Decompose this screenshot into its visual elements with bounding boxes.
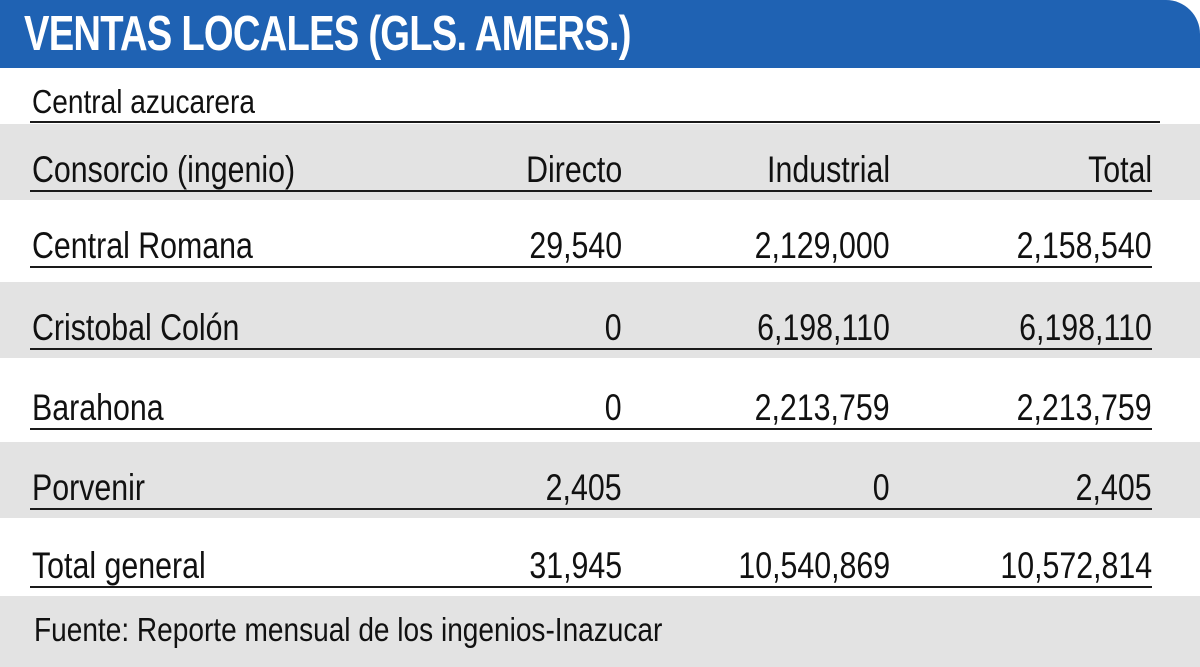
- row-rule: [30, 508, 1152, 510]
- cell-value: 2,129,000: [725, 224, 890, 268]
- cell-text: 0: [605, 307, 622, 348]
- cell-value: 29,540: [509, 224, 622, 268]
- table-row: Cristobal Colón 0 6,198,110 6,198,110: [0, 282, 1200, 358]
- cell-text: 2,213,759: [755, 387, 890, 428]
- table-row: Central Romana 29,540 2,129,000 2,158,540: [0, 200, 1200, 276]
- cell-value: 0: [601, 386, 622, 430]
- column-header: Directo: [505, 148, 622, 192]
- cell-text: Barahona: [32, 387, 164, 428]
- table-row: Total general 31,945 10,540,869 10,572,814: [0, 520, 1200, 596]
- cell-text: Consorcio (ingenio): [32, 149, 296, 190]
- row-label: Central Romana: [32, 224, 301, 268]
- table-title: VENTAS LOCALES (GLS. AMERS.): [24, 7, 631, 61]
- column-header: Consorcio (ingenio): [32, 148, 353, 192]
- cell-text: Total general: [32, 545, 206, 586]
- source-note: Fuente: Reporte mensual de los ingenios-…: [34, 611, 663, 648]
- cell-text: 2,158,540: [1017, 225, 1152, 266]
- row-rule: [30, 190, 1152, 192]
- row-label: Cristobal Colón: [32, 306, 285, 350]
- cell-text: 10,572,814: [1000, 545, 1152, 586]
- cell-value: 2,405: [529, 466, 622, 510]
- row-label: Total general: [32, 544, 244, 588]
- cell-text: 2,129,000: [755, 225, 890, 266]
- row-rule: [30, 428, 1152, 430]
- title-bar: VENTAS LOCALES (GLS. AMERS.): [0, 0, 1200, 68]
- column-header: Industrial: [740, 148, 890, 192]
- table-row: Barahona 0 2,213,759 2,213,759: [0, 362, 1200, 438]
- cell-text: 6,198,110: [757, 307, 890, 348]
- table-subtitle: Central azucarera: [32, 83, 255, 120]
- cell-text: 0: [873, 467, 890, 508]
- cell-value: 0: [601, 306, 622, 350]
- row-rule: [30, 348, 1152, 350]
- cell-value: 6,198,110: [728, 306, 890, 350]
- cell-value: 6,198,110: [990, 306, 1152, 350]
- cell-text: 29,540: [529, 225, 622, 266]
- footer: Fuente: Reporte mensual de los ingenios-…: [0, 596, 1200, 667]
- cell-text: 31,945: [529, 545, 622, 586]
- subtitle-rule: [30, 121, 1160, 123]
- column-header: Total: [1074, 148, 1152, 192]
- cell-text: Total: [1087, 149, 1152, 190]
- cell-text: Industrial: [766, 149, 890, 190]
- row-label: Porvenir: [32, 466, 170, 510]
- cell-text: Directo: [525, 149, 622, 190]
- cell-text: 6,198,110: [1019, 307, 1152, 348]
- cell-value: 2,158,540: [987, 224, 1152, 268]
- title-background: [0, 0, 1200, 68]
- cell-text: 2,405: [546, 467, 622, 508]
- cell-value: 10,572,814: [967, 544, 1152, 588]
- cell-text: Cristobal Colón: [32, 307, 240, 348]
- cell-text: Porvenir: [32, 467, 145, 508]
- table-row: Porvenir 2,405 0 2,405: [0, 442, 1200, 518]
- row-rule: [30, 586, 1152, 588]
- cell-value: 10,540,869: [705, 544, 890, 588]
- cell-value: 0: [869, 466, 890, 510]
- cell-value: 2,213,759: [987, 386, 1152, 430]
- cell-value: 2,213,759: [725, 386, 890, 430]
- header-row: Consorcio (ingenio) Directo Industrial Tota…: [0, 124, 1200, 200]
- row-label: Barahona: [32, 386, 192, 430]
- cell-value: 2,405: [1059, 466, 1152, 510]
- cell-text: 2,213,759: [1017, 387, 1152, 428]
- cell-text: 10,540,869: [738, 545, 890, 586]
- cell-text: 0: [605, 387, 622, 428]
- subtitle-row: Central azucarera: [0, 68, 1200, 124]
- cell-text: 2,405: [1076, 467, 1152, 508]
- cell-value: 31,945: [509, 544, 622, 588]
- cell-text: Central Romana: [32, 225, 253, 266]
- row-rule: [30, 266, 1152, 268]
